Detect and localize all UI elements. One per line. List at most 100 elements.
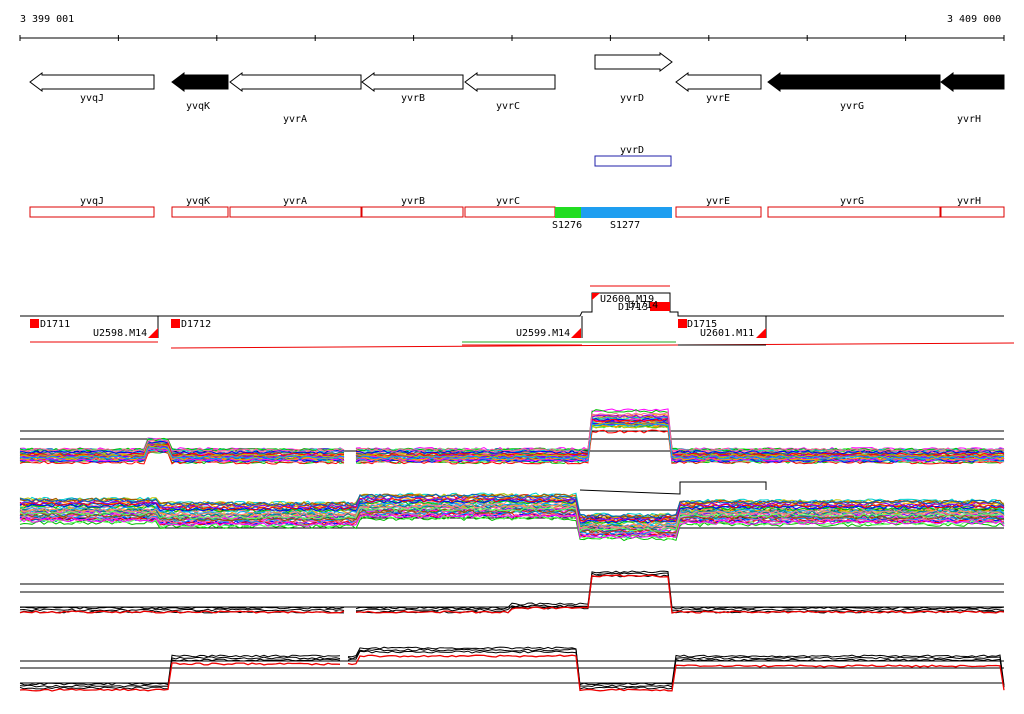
- gene-arrow-yvrD[interactable]: [594, 52, 673, 72]
- gene-label-yvrH: yvrH: [957, 114, 981, 125]
- down-label-d1714: D1714: [628, 300, 658, 311]
- expression-trace: [19, 508, 1005, 534]
- gene-label-yvrB: yvrB: [401, 93, 425, 104]
- down-marker-d1712[interactable]: [171, 319, 180, 328]
- expression-trace-highlight: [579, 481, 767, 495]
- red-feature-box-yvrC[interactable]: [464, 206, 556, 218]
- down-marker-d1714[interactable]: [660, 302, 670, 311]
- expression-trace: [19, 512, 1005, 537]
- red-feature-box-yvrE[interactable]: [675, 206, 762, 218]
- gene-label-yvqK: yvqK: [186, 101, 210, 112]
- red-feature-box-yvqK[interactable]: [171, 206, 229, 218]
- red-feature-label-yvrH: yvrH: [957, 196, 981, 207]
- down-label-d1715: D1715: [687, 319, 717, 330]
- down-marker-d1715[interactable]: [678, 319, 687, 328]
- gene-label-yvrD: yvrD: [620, 93, 644, 104]
- expression-panel-forward-summary: [19, 570, 1005, 614]
- segment-label-S1277: S1277: [610, 220, 640, 231]
- up-label-u2601: U2601.M11: [700, 328, 754, 339]
- expression-trace-red: [19, 574, 1005, 614]
- down-label-d1713: D1713: [618, 302, 648, 313]
- gene-yvrE[interactable]: yvrE: [675, 72, 762, 104]
- gene-label-yvrE: yvrE: [706, 93, 730, 104]
- up-marker-u2600[interactable]: [592, 293, 600, 300]
- blue-feature-label: yvrD: [620, 145, 644, 156]
- segment-S1276[interactable]: [555, 207, 581, 218]
- gene-yvrA[interactable]: yvrA: [229, 72, 362, 125]
- expression-trace-black: [19, 650, 1005, 690]
- gene-yvrC[interactable]: yvrC: [464, 72, 556, 112]
- expression-trace: [19, 499, 1005, 525]
- expression-trace: [19, 417, 1005, 462]
- red-feature-label-yvrB: yvrB: [401, 196, 425, 207]
- expression-trace: [19, 411, 1005, 452]
- down-marker-d1711[interactable]: [30, 319, 39, 328]
- expression-trace: [19, 503, 1005, 529]
- up-marker-u2598[interactable]: [148, 328, 158, 338]
- gene-yvrG[interactable]: yvrG: [767, 72, 941, 112]
- coordinate-end-label: 3 409 000: [947, 14, 1001, 25]
- red-feature-label-yvqK: yvqK: [186, 196, 210, 207]
- expression-panel-reverse-summary: [19, 646, 1005, 692]
- gene-yvrD[interactable]: yvrD: [594, 52, 673, 104]
- red-feature-label-yvrA: yvrA: [283, 196, 307, 207]
- gene-arrow-yvrC[interactable]: [464, 72, 556, 92]
- red-feature-label-yvqJ: yvqJ: [80, 196, 104, 207]
- expression-trace-black: [19, 646, 1005, 686]
- segment-label-S1276: S1276: [552, 220, 582, 231]
- expression-trace: [19, 513, 1005, 539]
- gene-label-yvqJ: yvqJ: [80, 93, 104, 104]
- segment-S1277[interactable]: [581, 207, 672, 218]
- red-feature-box-yvrH[interactable]: [940, 206, 1005, 218]
- gene-arrow-yvrH[interactable]: [940, 72, 1005, 92]
- expression-trace: [19, 514, 1005, 540]
- down-label-d1711: D1711: [40, 319, 70, 330]
- gene-arrow-yvrA[interactable]: [229, 72, 362, 92]
- up-label-u2600: U2600.M19: [600, 294, 654, 305]
- expression-trace: [19, 422, 1005, 460]
- expression-trace: [19, 506, 1005, 533]
- red-feature-box-yvrA[interactable]: [229, 206, 362, 218]
- expression-trace-red: [19, 654, 1005, 692]
- blue-feature-box[interactable]: [594, 155, 672, 167]
- expression-trace: [19, 493, 1005, 519]
- expression-profiles: [19, 408, 1005, 692]
- down-label-d1712: D1712: [181, 319, 211, 330]
- gene-arrow-yvqJ[interactable]: [29, 72, 155, 92]
- down-marker-d1713[interactable]: [650, 302, 662, 311]
- red-feature-box-yvrB[interactable]: [361, 206, 464, 218]
- gene-annotation-track: yvrD yvqJ yvqK yvrA yvrB yvrC yvrE: [29, 52, 1005, 125]
- up-label-u2599: U2599.M14: [516, 328, 570, 339]
- gene-arrow-yvrB[interactable]: [361, 72, 464, 92]
- expression-trace: [19, 493, 1005, 519]
- blue-feature-track: yvrD: [594, 145, 672, 167]
- up-marker-u2599[interactable]: [571, 328, 581, 338]
- gene-arrow-yvrE[interactable]: [675, 72, 762, 92]
- expression-trace: [19, 502, 1005, 528]
- coordinate-start-label: 3 399 001: [20, 14, 74, 25]
- expression-trace-black: [19, 648, 1005, 688]
- tu-line-red-2: [170, 342, 1015, 349]
- red-feature-label-yvrG: yvrG: [840, 196, 864, 207]
- gene-yvrH[interactable]: yvrH: [940, 72, 1005, 125]
- red-feature-label-yvrC: yvrC: [496, 196, 520, 207]
- up-marker-u2601[interactable]: [756, 328, 766, 338]
- gene-label-yvrG: yvrG: [840, 101, 864, 112]
- expression-trace: [19, 417, 1005, 455]
- gene-yvqJ[interactable]: yvqJ: [29, 72, 155, 104]
- transcription-unit-track: D1711 D1712 D1715 D1713 D1714 U2600.M19 …: [20, 285, 1015, 349]
- ruler-ticks: [19, 35, 1005, 41]
- gene-yvqK[interactable]: yvqK: [171, 72, 229, 112]
- red-feature-box-yvqJ[interactable]: [29, 206, 155, 218]
- gene-label-yvrA: yvrA: [283, 114, 307, 125]
- gene-arrow-yvrG[interactable]: [767, 72, 941, 92]
- gene-arrow-yvqK[interactable]: [171, 72, 229, 92]
- expression-trace: [19, 493, 1005, 519]
- red-feature-box-yvrG[interactable]: [767, 206, 941, 218]
- coordinate-ruler: 3 399 001 3 409 000: [19, 14, 1005, 41]
- red-feature-track: yvqJ yvqK yvrA yvrB yvrC yvrE yvrG yvrH …: [29, 196, 1005, 231]
- gene-yvrB[interactable]: yvrB: [361, 72, 464, 104]
- up-label-u2598: U2598.M14: [93, 328, 147, 339]
- red-feature-label-yvrE: yvrE: [706, 196, 730, 207]
